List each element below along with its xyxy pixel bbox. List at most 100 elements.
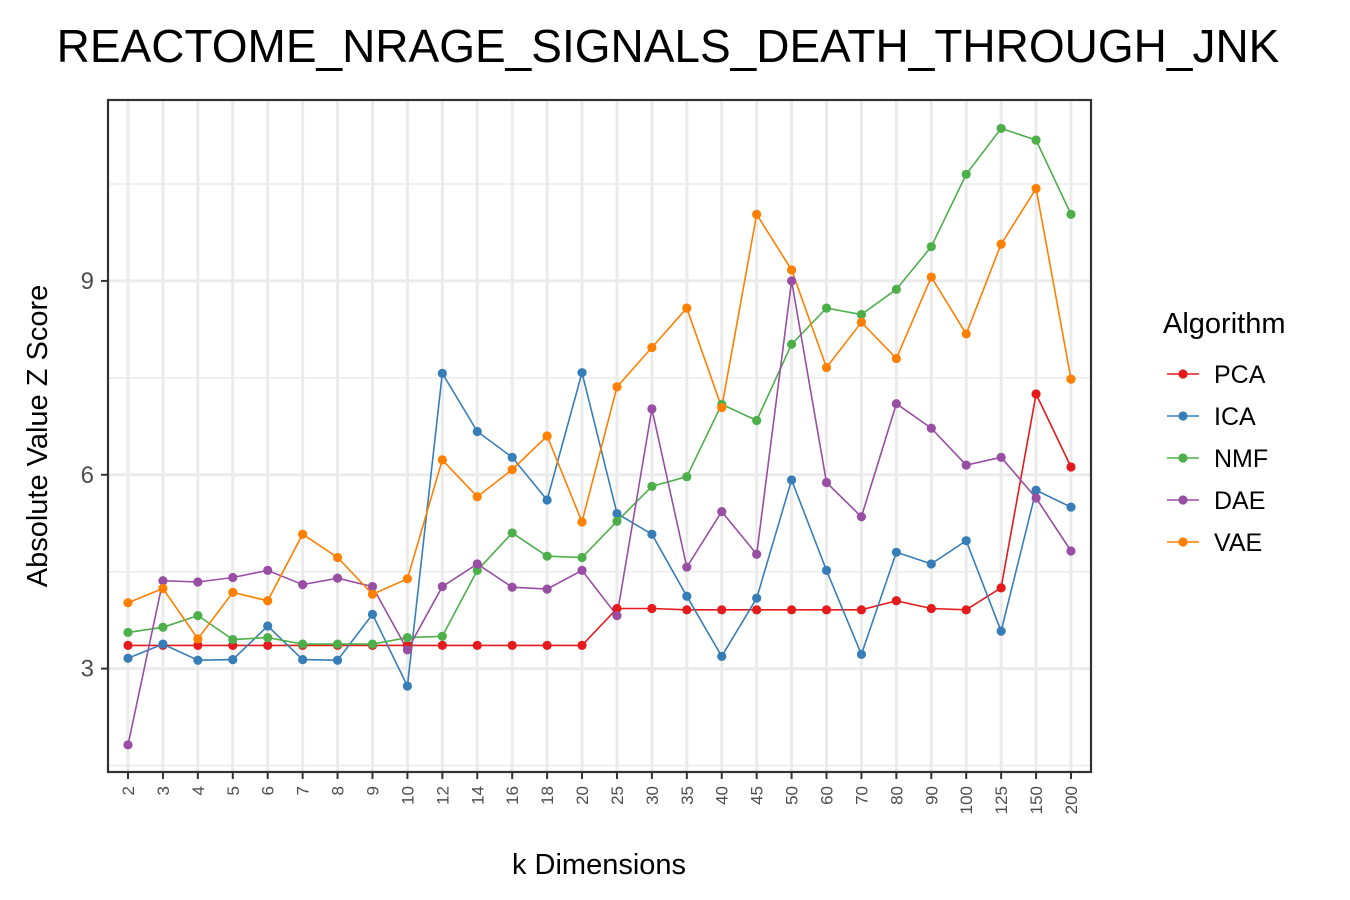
data-point-ica [472,426,482,437]
data-point-pca [717,605,727,615]
data-point-dae [682,562,692,572]
data-point-dae [961,460,971,470]
data-point-vae [821,362,832,373]
data-point-nmf [786,339,797,349]
data-point-pca [472,640,482,650]
series-line-ica [127,369,1072,689]
x-tick-label: 14 [468,786,487,805]
data-point-dae [437,581,447,592]
data-point-dae [507,582,517,592]
data-point-ica [123,653,133,663]
y-axis: 3 6 9 [81,268,108,683]
data-point-ica [228,654,238,665]
data-point-dae [298,580,308,590]
data-point-dae [193,577,203,587]
data-point-nmf [542,551,552,561]
data-point-vae [298,529,308,539]
data-point-dae [228,572,238,583]
data-point-ica [577,368,587,378]
data-point-vae [472,492,482,502]
x-tick-label: 10 [398,786,417,805]
data-point-vae [402,574,413,584]
data-point-nmf [996,123,1006,134]
data-point-ica [367,609,378,619]
data-point-ica [682,591,692,601]
data-point-nmf [821,303,832,313]
x-tick-label: 150 [1027,786,1046,814]
data-point-nmf [1031,135,1041,145]
x-tick-label: 4 [189,786,208,795]
data-point-pca [123,640,133,650]
x-tick-label: 100 [957,786,976,814]
data-point-pca [752,605,762,615]
x-tick-label: 90 [922,786,941,805]
data-point-pca [542,640,552,650]
data-point-dae [821,477,832,488]
data-point-pca [961,605,971,615]
data-point-pca [647,603,657,614]
data-point-vae [926,272,936,282]
data-point-nmf [682,472,692,482]
data-point-vae [752,209,762,219]
x-tick-label: 18 [538,786,557,805]
data-point-dae [891,399,901,409]
data-point-nmf [856,309,867,320]
data-point-pca [996,583,1006,593]
data-point-ica [437,368,447,378]
data-point-nmf [577,552,587,563]
x-tick-label: 45 [748,786,767,805]
data-point-nmf [263,633,273,643]
data-point-vae [682,303,692,313]
data-point-vae [507,465,517,475]
data-point-vae [647,342,657,353]
data-point-pca [612,603,622,614]
data-point-vae [1031,183,1041,194]
legend-key-point-pca [1178,369,1188,379]
data-point-pca [507,640,517,650]
x-tick-label: 12 [433,786,452,805]
data-point-ica [298,654,308,665]
legend-label-ica: ICA [1214,403,1256,431]
x-tick-label: 200 [1062,786,1081,814]
x-tick-label: 5 [224,786,243,795]
data-point-nmf [1066,209,1076,219]
data-point-pca [821,605,832,615]
data-point-ica [961,536,971,546]
data-point-pca [437,640,447,650]
data-point-dae [367,581,378,592]
data-point-ica [647,529,657,539]
data-point-ica [507,452,517,462]
data-point-nmf [647,481,657,491]
data-point-dae [717,507,727,517]
data-point-nmf [437,631,447,641]
y-tick-label: 6 [81,462,94,489]
data-point-vae [856,317,867,327]
data-point-dae [402,645,413,655]
plot-panel [108,100,1091,772]
data-point-vae [437,455,447,465]
data-point-dae [542,584,552,594]
data-point-vae [332,552,343,563]
data-point-pca [1031,389,1041,399]
data-point-dae [856,512,867,522]
data-point-vae [786,265,797,275]
data-point-dae [752,549,762,559]
data-point-nmf [472,565,482,576]
x-tick-label: 80 [887,786,906,805]
x-tick-label: 6 [259,786,278,795]
data-point-dae [263,565,273,576]
data-point-ica [891,547,901,557]
x-tick-label: 40 [713,786,732,805]
data-point-dae [926,423,936,433]
data-point-nmf [228,634,238,645]
series-line-dae [127,280,1072,746]
x-tick-label: 125 [992,786,1011,814]
data-point-nmf [402,633,413,643]
data-point-ica [158,639,168,649]
data-point-pca [682,605,692,615]
data-point-dae [647,404,657,414]
x-tick-label: 60 [818,786,837,805]
x-tick-label: 25 [608,786,627,805]
y-tick-label: 9 [81,268,94,295]
chart-title: REACTOME_NRAGE_SIGNALS_DEATH_THROUGH_JNK [57,20,1280,72]
